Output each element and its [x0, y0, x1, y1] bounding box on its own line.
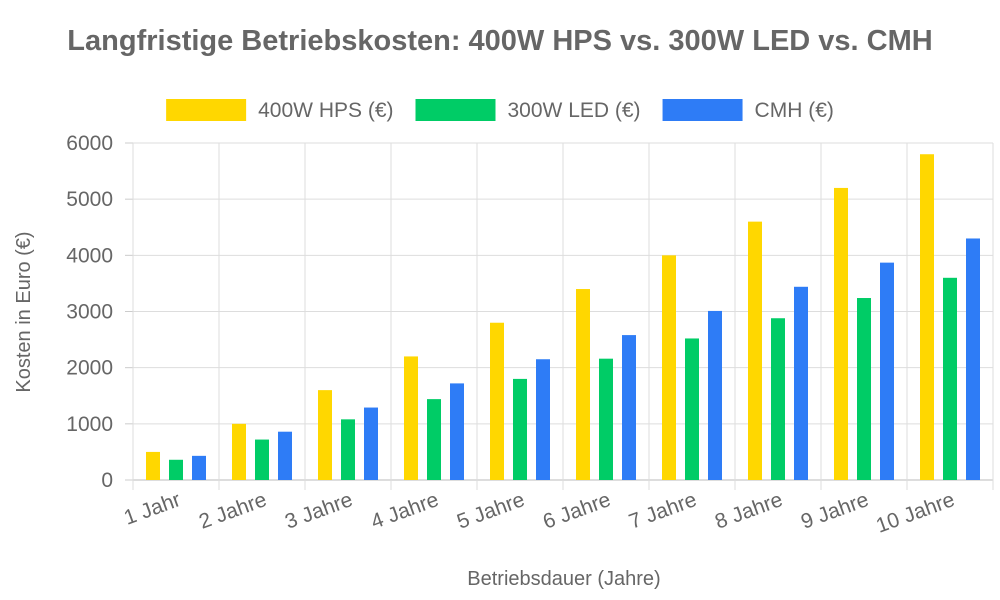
bars	[146, 154, 980, 480]
bar	[513, 378, 527, 480]
bar	[943, 277, 957, 480]
bar	[404, 356, 418, 480]
legend-swatch	[415, 99, 496, 121]
bar	[920, 154, 934, 480]
legend-label: 300W LED (€)	[508, 99, 641, 122]
y-tick-label: 2000	[66, 357, 113, 380]
x-tick-label: 8 Jahre	[712, 488, 786, 534]
bar	[685, 338, 699, 480]
x-axis-ticks: 1 Jahr 2 Jahre 3 Jahre 4 Jahre 5 Jahre 6 Jahr…	[121, 488, 958, 538]
bar	[427, 399, 441, 480]
x-tick-label: 7 Jahre	[626, 488, 700, 534]
x-tick-label: 10 Jahre	[873, 488, 958, 538]
bar	[232, 423, 246, 480]
legend-swatch	[662, 99, 743, 121]
legend-label: CMH (€)	[755, 99, 834, 122]
bar	[278, 431, 292, 480]
x-tick-label: 3 Jahre	[282, 488, 356, 534]
bar	[364, 407, 378, 480]
bar	[708, 310, 722, 480]
bar	[857, 298, 871, 480]
chart-title: Langfristige Betriebskosten: 400W HPS vs…	[67, 25, 932, 57]
legend-swatch	[166, 99, 247, 121]
x-tick-label: 1 Jahr	[121, 488, 184, 530]
bar	[536, 359, 550, 480]
bar	[341, 419, 355, 480]
y-tick-label: 6000	[66, 132, 113, 155]
bar	[490, 322, 504, 480]
legend: 400W HPS (€) 300W LED (€) CMH (€)	[166, 99, 834, 122]
y-tick-label: 0	[101, 469, 113, 492]
bar	[771, 318, 785, 480]
bar	[192, 455, 206, 480]
y-axis-ticks: 0 1000 2000 3000 4000 5000 6000	[66, 132, 113, 492]
y-tick-label: 5000	[66, 188, 113, 211]
bar	[318, 390, 332, 480]
bar	[576, 289, 590, 480]
x-tick-label: 6 Jahre	[540, 488, 614, 534]
bar	[662, 255, 676, 480]
x-tick-label: 9 Jahre	[798, 488, 872, 534]
bar	[880, 262, 894, 480]
y-tick-label: 1000	[66, 413, 113, 436]
bar	[966, 238, 980, 480]
bar	[834, 187, 848, 480]
x-axis-title: Betriebsdauer (Jahre)	[467, 568, 660, 590]
bar	[450, 383, 464, 480]
gridlines	[125, 142, 994, 490]
y-tick-label: 3000	[66, 301, 113, 324]
bar	[794, 286, 808, 480]
bar	[599, 358, 613, 480]
legend-label: 400W HPS (€)	[258, 99, 393, 122]
x-tick-label: 2 Jahre	[196, 488, 270, 534]
y-axis-title: Kosten in Euro (€)	[13, 231, 35, 392]
x-tick-label: 4 Jahre	[368, 488, 442, 534]
bar	[255, 439, 269, 480]
bar	[146, 451, 160, 480]
x-tick-label: 5 Jahre	[454, 488, 528, 534]
y-tick-label: 4000	[66, 244, 113, 267]
bar	[748, 221, 762, 480]
bar	[169, 459, 183, 480]
bar	[622, 335, 636, 480]
